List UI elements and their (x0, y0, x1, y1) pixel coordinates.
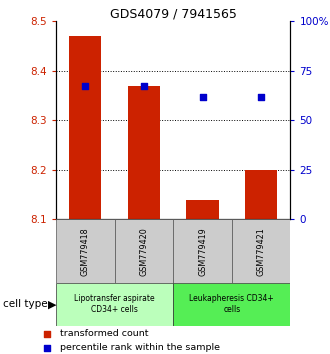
Text: Lipotransfer aspirate
CD34+ cells: Lipotransfer aspirate CD34+ cells (74, 295, 155, 314)
Point (83, 83, 88, 88)
Text: GSM779419: GSM779419 (198, 227, 207, 276)
Point (258, 94, 264, 99)
Text: cell type: cell type (3, 299, 48, 309)
Text: Leukapheresis CD34+
cells: Leukapheresis CD34+ cells (189, 295, 274, 314)
Bar (245, 170, 277, 219)
Bar (173, 283, 290, 326)
Bar (186, 200, 219, 219)
Bar (56, 283, 173, 326)
Point (45, 345, 50, 350)
Bar (56, 219, 115, 283)
Bar (115, 219, 173, 283)
Bar (69, 36, 102, 219)
Point (45, 331, 50, 336)
Text: ▶: ▶ (48, 299, 56, 309)
Bar (128, 86, 160, 219)
Text: GSM779420: GSM779420 (140, 227, 148, 276)
Bar (232, 219, 290, 283)
Point (141, 83, 147, 88)
Text: percentile rank within the sample: percentile rank within the sample (60, 343, 220, 352)
Text: transformed count: transformed count (60, 329, 148, 338)
Text: GSM779418: GSM779418 (81, 227, 90, 276)
Title: GDS4079 / 7941565: GDS4079 / 7941565 (110, 7, 237, 20)
Text: GSM779421: GSM779421 (257, 227, 266, 276)
Bar (173, 219, 232, 283)
Point (200, 94, 205, 99)
